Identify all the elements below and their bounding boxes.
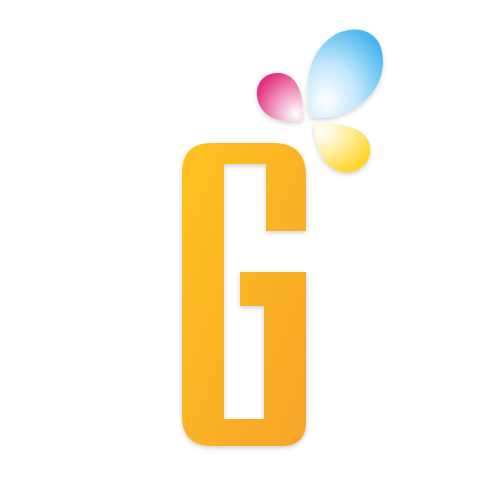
blue-petal-icon [307,29,383,118]
letter-g-icon [182,143,306,446]
pink-petal-icon [256,72,303,122]
yellow-petal-icon [313,123,371,173]
